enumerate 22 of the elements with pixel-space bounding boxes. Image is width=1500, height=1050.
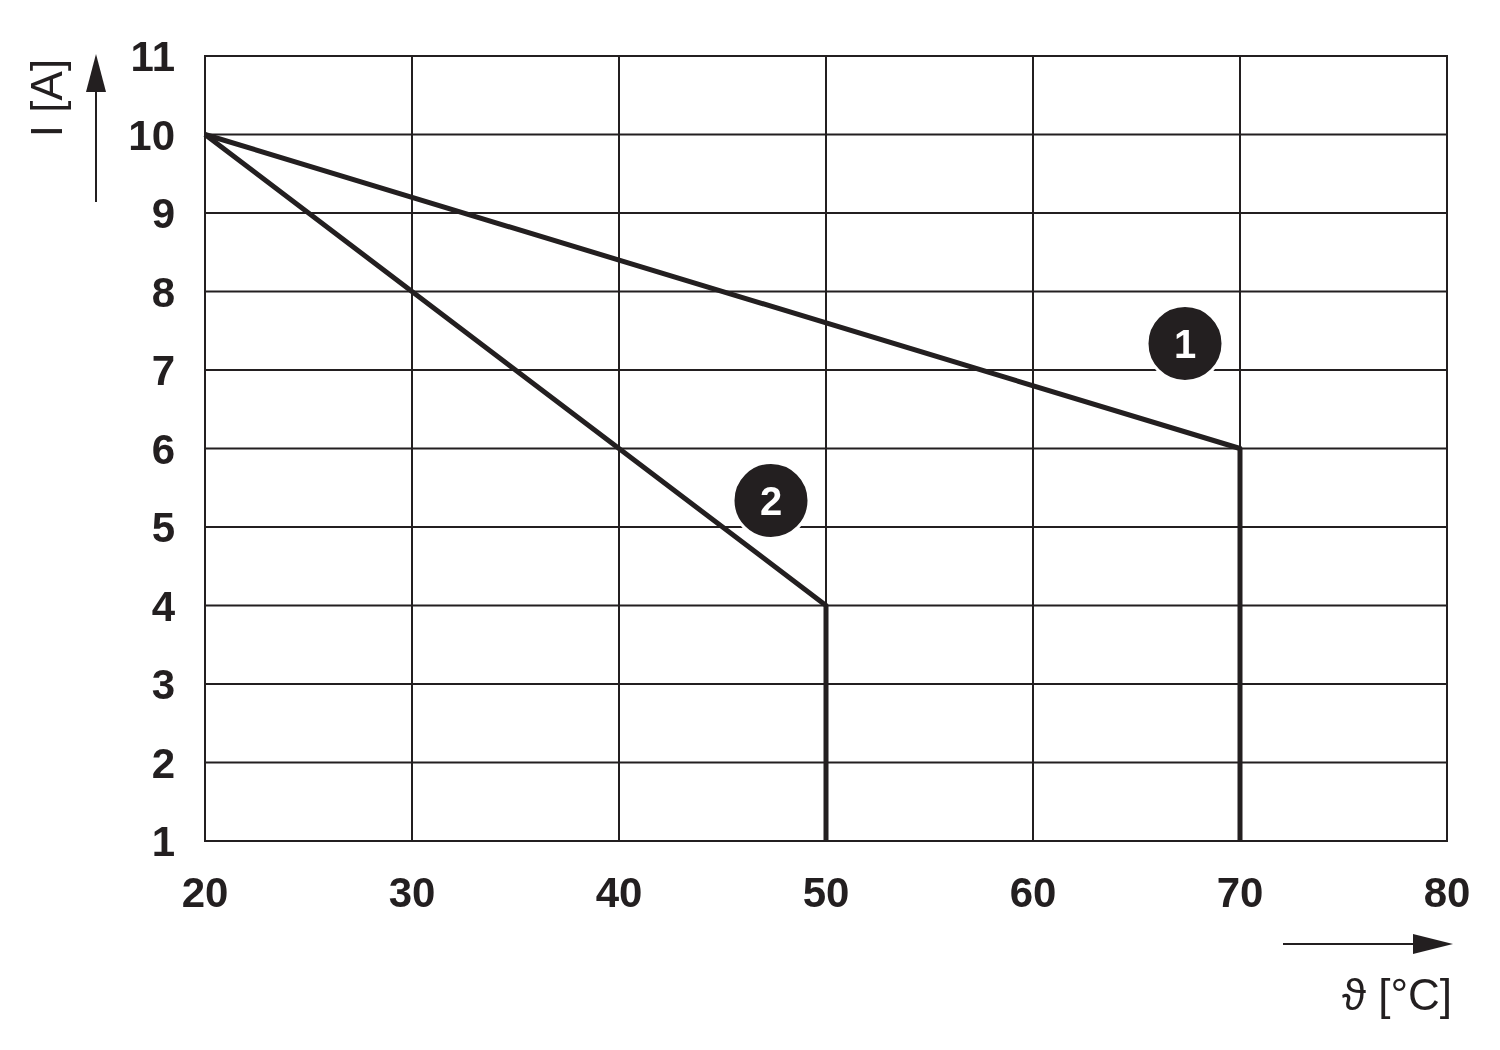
y-tick-label: 9 (151, 190, 175, 238)
series-label: 2 (759, 478, 783, 523)
y-tick-label: 2 (151, 739, 175, 787)
x-tick-label: 40 (595, 869, 643, 916)
y-tick-label: 3 (151, 661, 175, 709)
x-tick-label: 50 (802, 869, 850, 916)
y-tick-label: 11 (130, 33, 175, 81)
x-tick-label: 80 (1423, 869, 1471, 916)
y-tick-label: 6 (151, 425, 175, 473)
y-tick-label: 7 (151, 347, 175, 395)
x-axis-title: ϑ [°C] (1341, 970, 1452, 1019)
y-tick-label: 1 (151, 818, 175, 866)
x-tick-label: 20 (181, 869, 229, 916)
y-tick-label: 8 (151, 268, 175, 316)
x-tick-label: 30 (388, 869, 436, 916)
x-tick-label: 70 (1216, 869, 1264, 916)
y-axis-title: I [A] (22, 58, 71, 138)
y-tick-label: 10 (128, 111, 175, 159)
series-label: 1 (1173, 321, 1197, 366)
y-tick-label: 5 (151, 504, 175, 552)
x-tick-label: 60 (1009, 869, 1057, 916)
y-tick-label: 4 (151, 582, 176, 630)
